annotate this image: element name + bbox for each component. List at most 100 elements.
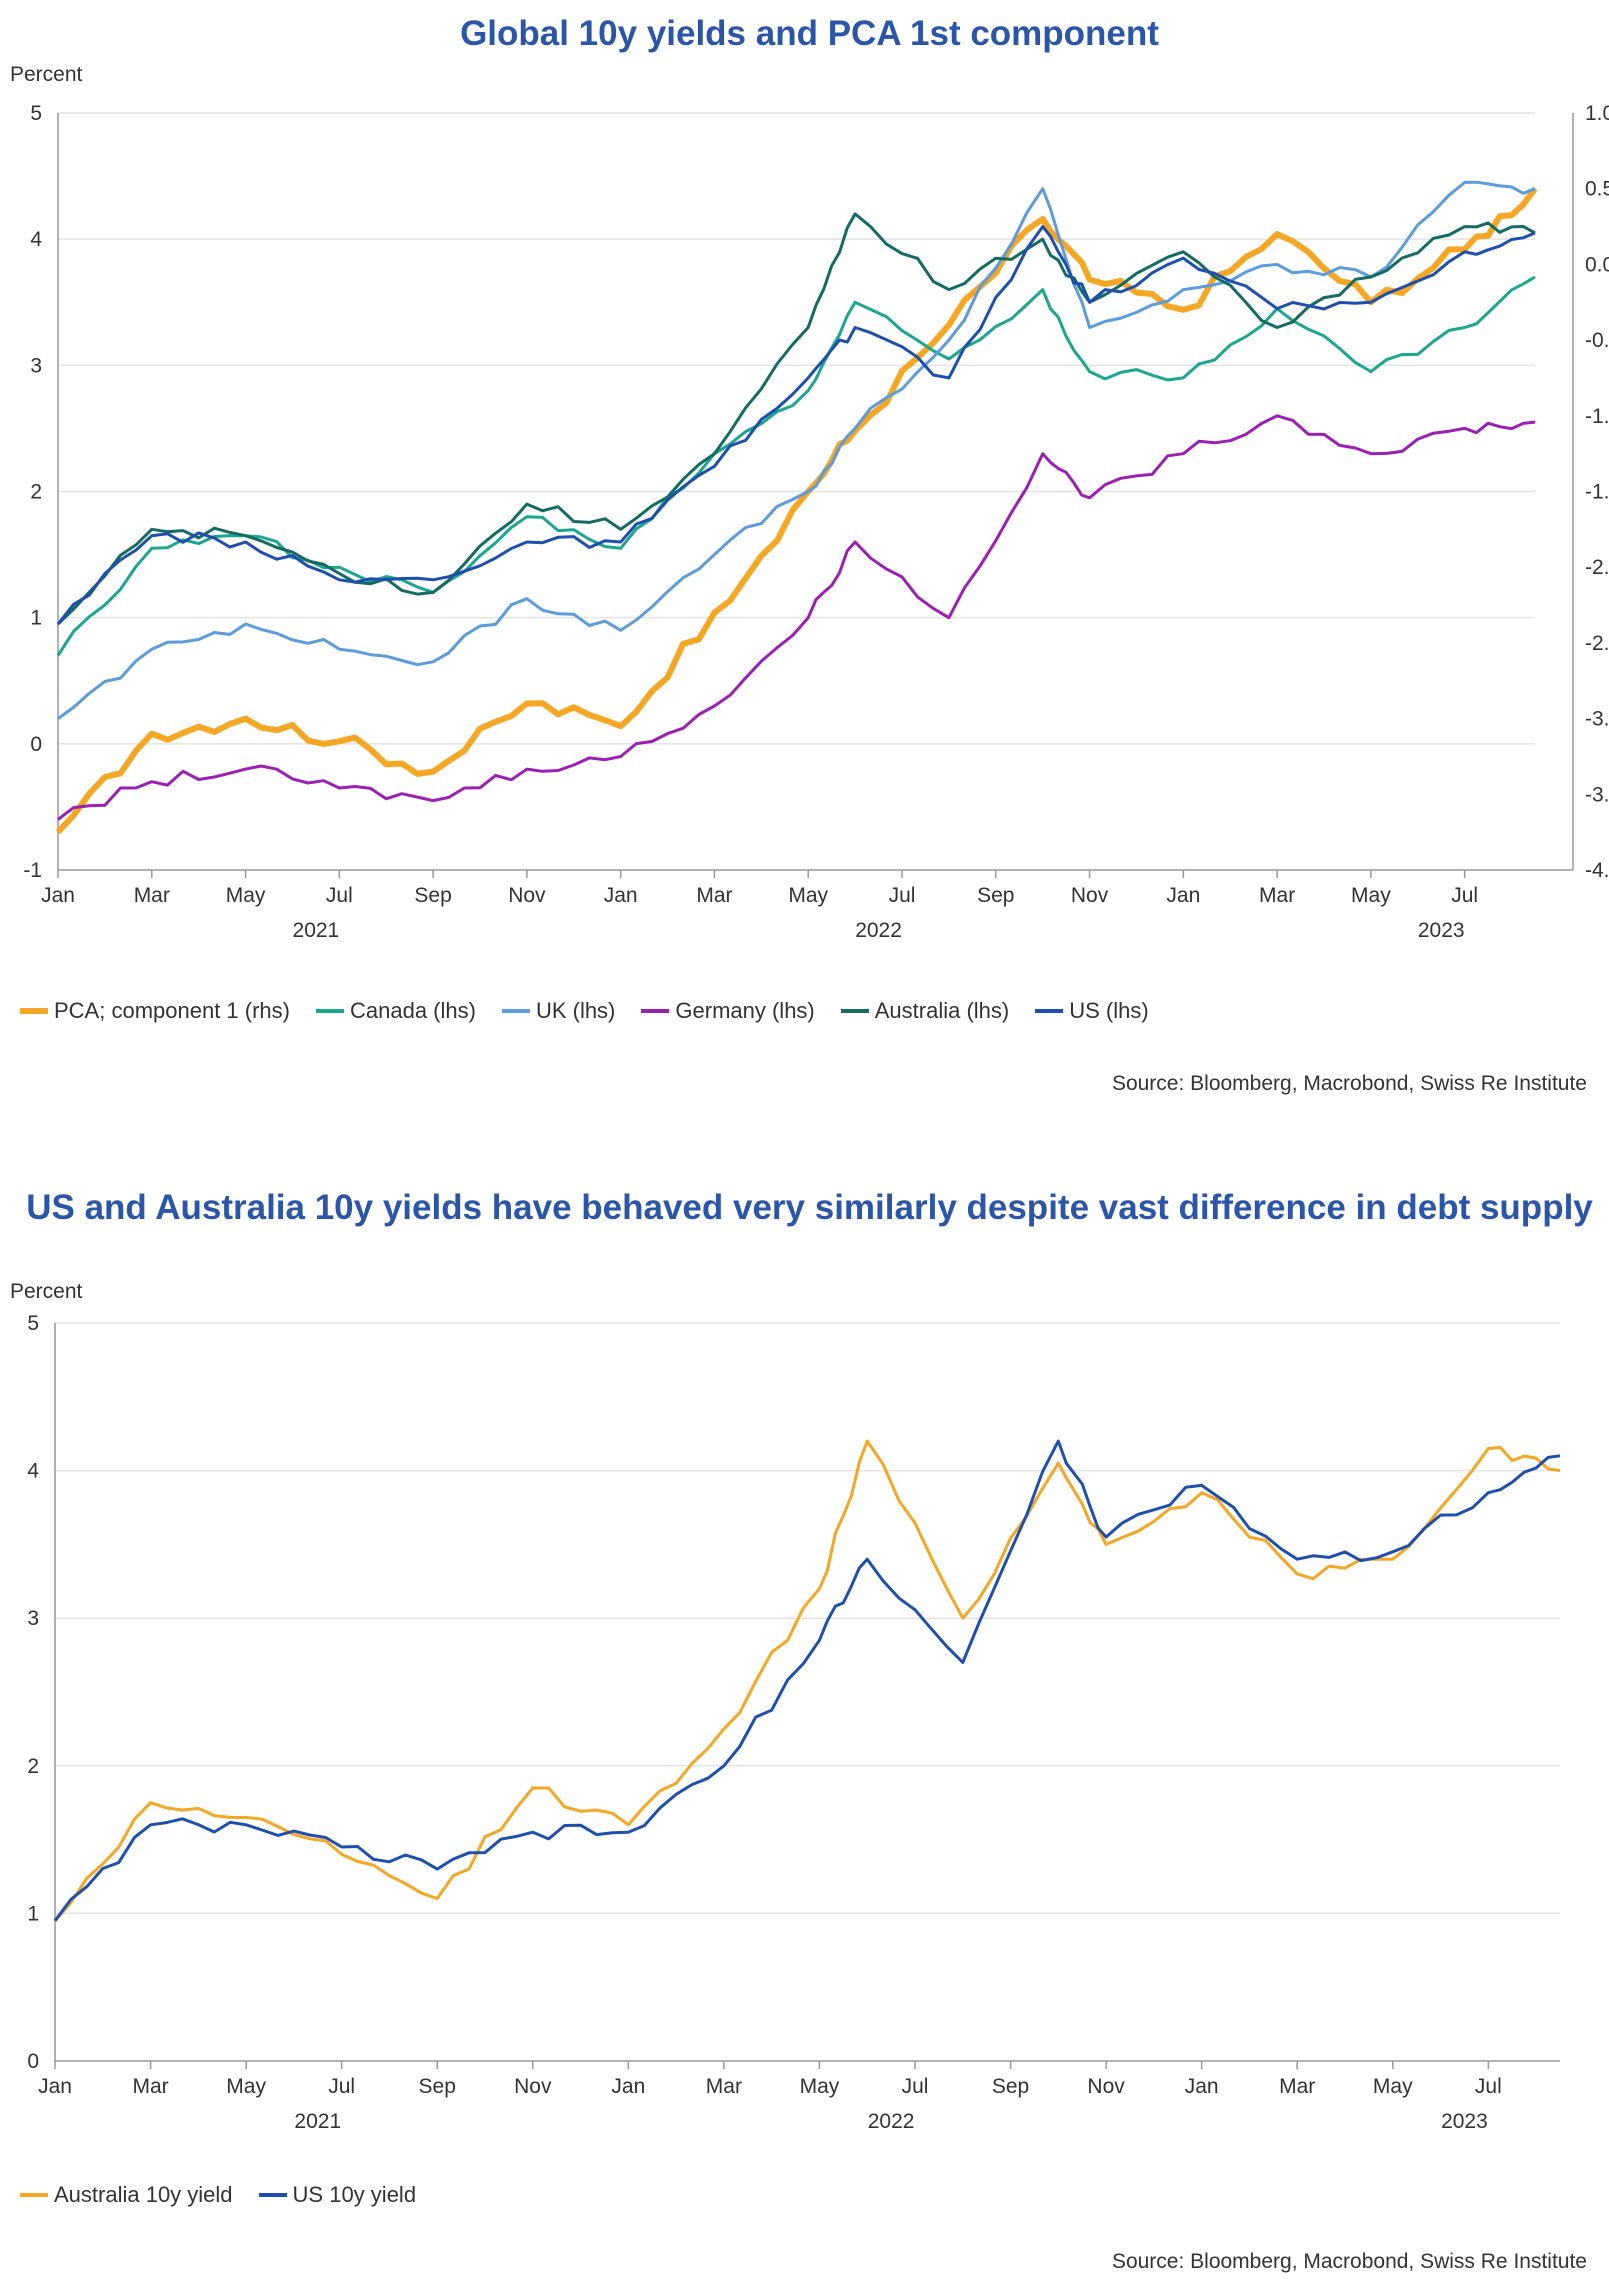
x-tick-label: Mar bbox=[134, 884, 170, 907]
x-tick-label: Jul bbox=[328, 2075, 355, 2098]
legend-item: Germany (lhs) bbox=[641, 998, 815, 1024]
chart-title: Global 10y yields and PCA 1st component bbox=[460, 14, 1159, 53]
chart-panel-us-australia-yields: US and Australia 10y yields have behaved… bbox=[0, 1170, 1609, 2279]
x-tick-label: Nov bbox=[508, 884, 546, 907]
chart-panel-global-yields: Global 10y yields and PCA 1st component … bbox=[0, 0, 1609, 1110]
y-tick-label: 3 bbox=[30, 354, 42, 377]
y2-tick-label: -4.0 bbox=[1585, 859, 1609, 882]
x-tick-label: Sep bbox=[414, 884, 451, 907]
legend-label: UK (lhs) bbox=[535, 998, 616, 1023]
series-line-australia-lhs bbox=[56, 212, 1536, 626]
x-tick-label: Mar bbox=[1279, 2075, 1315, 2098]
x-tick-label: Jul bbox=[889, 884, 916, 907]
line-chart: 0 1 2 3 4 5 Jan Mar May Jul Sep Nov Jan Mar May Jul Sep N… bbox=[27, 1312, 1561, 2133]
y-tick-label: 2 bbox=[30, 481, 42, 504]
y2-tick-label: -3.5 bbox=[1585, 783, 1609, 806]
legend-swatch bbox=[315, 1009, 344, 1013]
legend-swatch bbox=[641, 1009, 670, 1013]
legend-swatch bbox=[840, 1009, 869, 1013]
x-tick-label: Jan bbox=[604, 884, 638, 907]
x-tick-label: Mar bbox=[1259, 884, 1295, 907]
legend-item: US (lhs) bbox=[1035, 998, 1149, 1024]
legend-item: Australia (lhs) bbox=[840, 998, 1010, 1024]
legend-swatch bbox=[20, 1008, 48, 1014]
legend-item: US 10y yield bbox=[258, 2182, 417, 2208]
x-year-label: 2023 bbox=[1441, 2110, 1488, 2133]
series-line-germany-lhs bbox=[57, 414, 1536, 821]
x-tick-label: May bbox=[226, 2075, 266, 2098]
x-tick-label: May bbox=[800, 2075, 840, 2098]
y-tick-label: 4 bbox=[30, 228, 42, 251]
x-tick-label: Jan bbox=[41, 884, 75, 907]
x-tick-label: May bbox=[1351, 884, 1391, 907]
y2-tick-label: -2.0 bbox=[1585, 556, 1609, 579]
y-tick-label: 0 bbox=[27, 2050, 39, 2073]
line-chart: -1 0 1 2 3 4 5 -4.0 -3.5 -3.0 -2.5 -2.0 -1.5 -1.0 -0.5… bbox=[23, 102, 1609, 942]
x-tick-label: May bbox=[226, 884, 266, 907]
y2-tick-label: -1.0 bbox=[1585, 405, 1609, 428]
y-tick-label: 3 bbox=[27, 1607, 39, 1630]
source-note: Source: Bloomberg, Macrobond, Swiss Re I… bbox=[1111, 1072, 1587, 1095]
x-tick-label: Jul bbox=[1451, 884, 1478, 907]
y2-tick-label: 0.5 bbox=[1585, 178, 1609, 201]
chart-legend: Australia 10y yield US 10y yield bbox=[20, 2182, 416, 2208]
legend-swatch bbox=[501, 1009, 530, 1013]
y2-tick-label: 0.0 bbox=[1585, 253, 1609, 276]
x-tick-label: Mar bbox=[132, 2075, 168, 2098]
y-tick-label: 0 bbox=[30, 733, 42, 756]
legend-item: Australia 10y yield bbox=[20, 2182, 233, 2208]
y-tick-label: 5 bbox=[30, 102, 42, 125]
x-tick-label: Jan bbox=[1166, 884, 1200, 907]
x-tick-label: Jan bbox=[611, 2075, 645, 2098]
y2-tick-label: -1.5 bbox=[1585, 481, 1609, 504]
series-line-pca-component-1-rhs bbox=[55, 186, 1538, 835]
legend-swatch bbox=[1035, 1009, 1064, 1013]
x-tick-label: Sep bbox=[992, 2075, 1029, 2098]
y-tick-label: 1 bbox=[27, 1902, 39, 1925]
x-year-label: 2022 bbox=[855, 919, 902, 942]
source-note: Source: Bloomberg, Macrobond, Swiss Re I… bbox=[1111, 2250, 1587, 2273]
series-line-us-lhs bbox=[56, 225, 1536, 625]
x-year-label: 2021 bbox=[293, 919, 340, 942]
x-tick-label: Nov bbox=[1071, 884, 1109, 907]
y2-tick-label: -3.0 bbox=[1585, 708, 1609, 731]
legend-label: Germany (lhs) bbox=[675, 998, 815, 1023]
x-tick-label: Nov bbox=[514, 2075, 552, 2098]
legend-label: US (lhs) bbox=[1069, 998, 1149, 1023]
x-tick-label: May bbox=[1373, 2075, 1413, 2098]
x-tick-label: Jul bbox=[1475, 2075, 1502, 2098]
x-tick-label: Mar bbox=[706, 2075, 742, 2098]
x-tick-label: Jul bbox=[902, 2075, 929, 2098]
x-tick-label: Sep bbox=[419, 2075, 456, 2098]
legend-swatch bbox=[258, 2193, 287, 2197]
x-year-label: 2021 bbox=[294, 2110, 341, 2133]
x-tick-label: Jul bbox=[326, 884, 353, 907]
chart-title: US and Australia 10y yields have behaved… bbox=[26, 1188, 1593, 1227]
series-line-australia-10y-yield bbox=[53, 1439, 1561, 1922]
y-tick-label: 4 bbox=[27, 1460, 39, 1483]
legend-label: US 10y yield bbox=[292, 2182, 417, 2207]
y-tick-label: 1 bbox=[30, 607, 42, 630]
series-line-us-10y-yield bbox=[53, 1439, 1561, 1922]
x-tick-label: Mar bbox=[696, 884, 732, 907]
legend-label: Australia 10y yield bbox=[54, 2182, 233, 2207]
legend-item: UK (lhs) bbox=[501, 998, 616, 1024]
y-tick-label: 2 bbox=[27, 1755, 39, 1778]
x-tick-label: Nov bbox=[1087, 2075, 1125, 2098]
legend-swatch bbox=[20, 2193, 48, 2197]
series-line-canada-lhs bbox=[56, 275, 1536, 657]
legend-label: PCA; component 1 (rhs) bbox=[54, 998, 290, 1023]
y-axis-unit-label: Percent bbox=[10, 63, 83, 86]
y2-tick-label: 1.0 bbox=[1585, 102, 1609, 125]
legend-label: Canada (lhs) bbox=[349, 998, 476, 1023]
x-year-label: 2023 bbox=[1418, 919, 1465, 942]
y-tick-label: 5 bbox=[27, 1312, 39, 1335]
y2-tick-label: -2.5 bbox=[1585, 632, 1609, 655]
legend-item: Canada (lhs) bbox=[315, 998, 476, 1024]
x-tick-label: May bbox=[788, 884, 828, 907]
chart-legend: PCA; component 1 (rhs) Canada (lhs) UK (lh… bbox=[20, 998, 1149, 1024]
y-tick-label: -1 bbox=[23, 859, 42, 882]
legend-label: Australia (lhs) bbox=[874, 998, 1010, 1023]
y-axis-unit-label: Percent bbox=[10, 1280, 83, 1303]
legend-item: PCA; component 1 (rhs) bbox=[20, 998, 290, 1024]
